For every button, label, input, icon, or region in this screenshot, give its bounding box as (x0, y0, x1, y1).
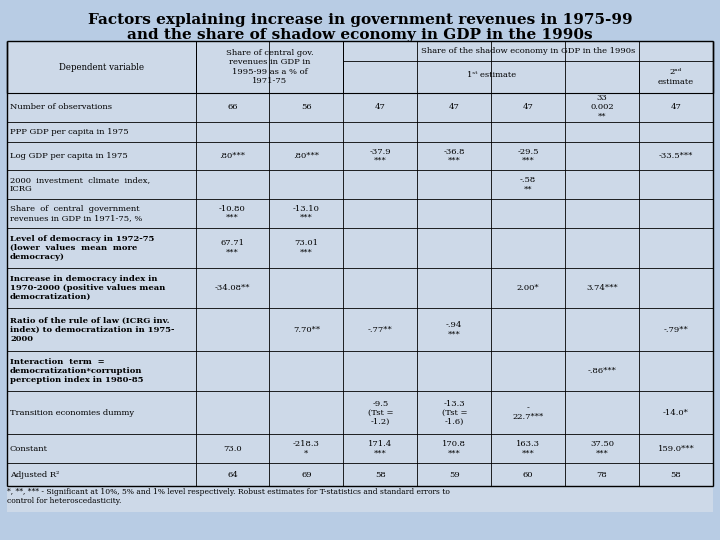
Text: .80***: .80*** (294, 152, 320, 160)
Text: Dependent variable: Dependent variable (59, 63, 144, 71)
Text: -36.8
***: -36.8 *** (444, 147, 465, 165)
Text: Share of the shadow economy in GDP in the 1990s: Share of the shadow economy in GDP in th… (421, 47, 635, 55)
Text: 67.71
***: 67.71 *** (220, 239, 245, 256)
Text: Constant: Constant (10, 445, 48, 453)
Text: 73.0: 73.0 (223, 445, 242, 453)
Text: Number of observations: Number of observations (10, 103, 112, 111)
Text: Transition economies dummy: Transition economies dummy (10, 409, 134, 417)
Text: -.86***: -.86*** (588, 367, 616, 375)
Text: 170.8
***: 170.8 *** (442, 440, 467, 457)
Text: 69: 69 (301, 470, 312, 478)
Text: Increase in democracy index in
1970-2000 (positive values mean
democratization): Increase in democracy index in 1970-2000… (10, 275, 166, 301)
Text: 2ⁿᵈ
estimate: 2ⁿᵈ estimate (658, 69, 694, 86)
Text: -34.08**: -34.08** (215, 284, 251, 292)
Text: Ratio of the rule of law (ICRG inv.
index) to democratization in 1975-
2000: Ratio of the rule of law (ICRG inv. inde… (10, 316, 174, 343)
Text: 59: 59 (449, 470, 459, 478)
Text: 60: 60 (523, 470, 534, 478)
Text: -13.10
***: -13.10 *** (293, 205, 320, 222)
Text: 56: 56 (301, 103, 312, 111)
Text: Level of democracy in 1972-75
(lower  values  mean  more
democracy): Level of democracy in 1972-75 (lower val… (10, 235, 154, 261)
Text: -.58
**: -.58 ** (520, 176, 536, 193)
Text: *, **, *** - Significant at 10%, 5% and 1% level respectively. Robust estimates : *, **, *** - Significant at 10%, 5% and … (7, 488, 450, 505)
Text: 47: 47 (523, 103, 534, 111)
Text: 159.0***: 159.0*** (657, 445, 694, 453)
Text: 73.01
***: 73.01 *** (294, 239, 318, 256)
Text: 47: 47 (449, 103, 459, 111)
Text: -.94
***: -.94 *** (446, 321, 462, 338)
Text: -13.3
(Tst =
-1.6): -13.3 (Tst = -1.6) (441, 400, 467, 426)
Text: 37.50
***: 37.50 *** (590, 440, 614, 457)
Text: 163.3
***: 163.3 *** (516, 440, 540, 457)
Text: 58: 58 (670, 470, 681, 478)
Text: Share of central gov.
revenues in GDP in
1995-99 as a % of
1971-75: Share of central gov. revenues in GDP in… (225, 49, 313, 85)
Text: -.79**: -.79** (664, 326, 688, 334)
Text: .80***: .80*** (220, 152, 246, 160)
Text: Log GDP per capita in 1975: Log GDP per capita in 1975 (10, 152, 127, 160)
Text: -9.5
(Tst =
-1.2): -9.5 (Tst = -1.2) (368, 400, 393, 426)
Bar (7, 41, 713, 512)
Text: PPP GDP per capita in 1975: PPP GDP per capita in 1975 (10, 128, 129, 136)
Text: -33.5***: -33.5*** (659, 152, 693, 160)
Text: 2000  investment  climate  index,
ICRG: 2000 investment climate index, ICRG (10, 176, 150, 193)
Text: Share  of  central  government
revenues in GDP in 1971-75, %: Share of central government revenues in … (10, 205, 143, 222)
Text: 78: 78 (597, 470, 608, 478)
Text: -218.3
*: -218.3 * (293, 440, 320, 457)
Text: 171.4
***: 171.4 *** (368, 440, 392, 457)
Text: 47: 47 (375, 103, 386, 111)
Text: Adjusted R²: Adjusted R² (10, 470, 59, 478)
Text: -.77**: -.77** (368, 326, 392, 334)
Text: Factors explaining increase in government revenues in 1975-99: Factors explaining increase in governmen… (88, 13, 632, 27)
Text: 3.74***: 3.74*** (586, 284, 618, 292)
Text: -29.5
***: -29.5 *** (518, 147, 539, 165)
Text: -14.0*: -14.0* (663, 409, 689, 417)
Text: -37.9
***: -37.9 *** (369, 147, 391, 165)
Text: Interaction  term  =
democratization*corruption
perception index in 1980-85: Interaction term = democratization*corru… (10, 358, 143, 384)
Text: 66: 66 (228, 103, 238, 111)
Text: and the share of shadow economy in GDP in the 1990s: and the share of shadow economy in GDP i… (127, 28, 593, 42)
Text: -
22.7***: - 22.7*** (513, 404, 544, 421)
Text: 33
0.002
**: 33 0.002 ** (590, 94, 614, 120)
Text: 7.70**: 7.70** (293, 326, 320, 334)
Text: 47: 47 (670, 103, 681, 111)
Text: 64: 64 (227, 470, 238, 478)
Text: 1ˢᵗ estimate: 1ˢᵗ estimate (467, 71, 516, 79)
Text: 2.00*: 2.00* (517, 284, 539, 292)
Text: -10.80
***: -10.80 *** (219, 205, 246, 222)
Text: 58: 58 (375, 470, 386, 478)
